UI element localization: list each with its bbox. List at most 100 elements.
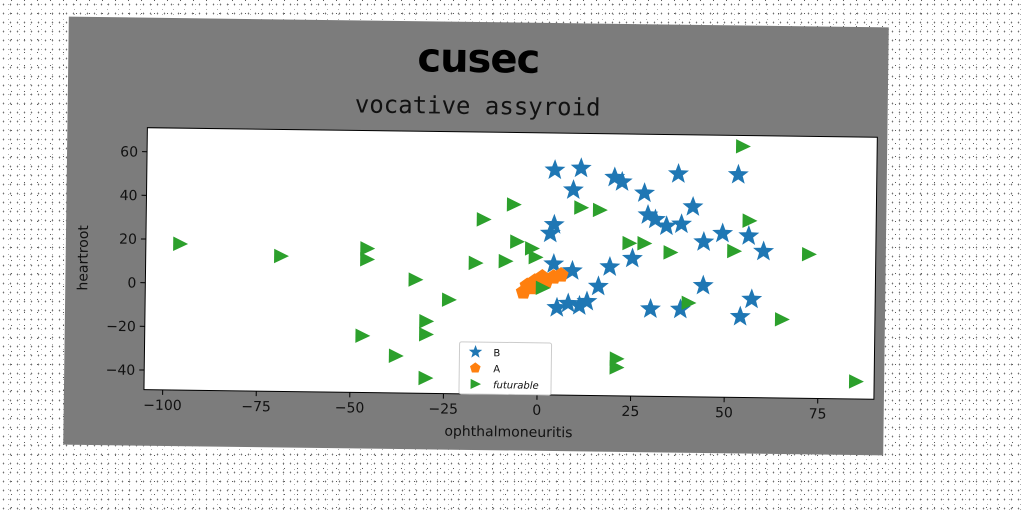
x-tick-label: −50 <box>335 400 365 416</box>
data-point <box>408 272 424 287</box>
data-point <box>656 215 677 236</box>
series-A <box>515 267 569 299</box>
x-axis-label: ophthalmoneuritis <box>444 424 572 442</box>
data-point <box>670 298 691 319</box>
data-point <box>535 280 551 296</box>
data-point <box>693 230 715 251</box>
data-point <box>774 312 790 327</box>
data-point <box>388 348 404 363</box>
data-point <box>360 241 376 256</box>
legend-label: B <box>493 348 500 359</box>
data-point <box>539 222 561 243</box>
data-point <box>671 213 693 234</box>
data-point <box>738 224 760 245</box>
y-tick-label: −40 <box>106 363 136 379</box>
data-point <box>570 157 592 178</box>
data-point <box>274 248 289 264</box>
data-point <box>360 252 376 267</box>
data-point <box>712 222 734 243</box>
data-point <box>441 292 457 307</box>
data-point <box>476 212 492 227</box>
data-point <box>562 179 584 200</box>
data-point <box>173 236 189 251</box>
data-point <box>355 328 371 343</box>
data-point <box>543 253 565 274</box>
legend-label: A <box>493 364 500 375</box>
x-tick-label: −25 <box>428 401 458 417</box>
data-point <box>510 234 526 249</box>
y-tick-label: −20 <box>106 319 136 335</box>
x-tick-label: 25 <box>621 404 639 420</box>
data-point <box>637 204 659 225</box>
data-point <box>622 235 638 251</box>
data-point <box>599 255 621 276</box>
legend-marker <box>469 362 481 373</box>
legend-label: futurable <box>493 380 539 392</box>
data-point <box>587 275 609 296</box>
data-point <box>682 195 704 216</box>
data-point <box>848 374 864 389</box>
legend-frame <box>458 341 553 396</box>
plot-area <box>143 127 878 400</box>
data-point <box>741 288 763 309</box>
data-point <box>801 246 817 262</box>
y-tick-label: 60 <box>120 144 138 160</box>
data-point <box>729 305 751 326</box>
data-point <box>468 255 484 271</box>
y-tick-label: 40 <box>120 188 138 204</box>
y-tick-label: 0 <box>127 275 136 291</box>
x-tick-label: 50 <box>715 405 733 421</box>
data-point <box>568 294 590 315</box>
data-point <box>609 360 625 375</box>
scatter-chart: −100 −75 −50 −25 0 25 50 75 −40 −20 0 20 40 60 ophtha… <box>75 127 878 442</box>
data-point <box>543 213 565 234</box>
data-point <box>576 290 598 311</box>
data-point <box>498 253 514 269</box>
data-point <box>546 296 568 317</box>
x-tick-label: 0 <box>532 403 541 419</box>
marks-layer <box>173 139 864 389</box>
axes-layer: −100 −75 −50 −25 0 25 50 75 −40 −20 0 20 40 60 <box>106 127 878 423</box>
data-point <box>727 243 743 259</box>
data-point <box>640 297 661 318</box>
data-point <box>419 327 434 342</box>
data-point <box>604 166 626 187</box>
data-point <box>418 370 434 386</box>
data-point <box>611 170 633 191</box>
y-axis-label: heartroot <box>75 225 92 291</box>
y-tick-label: 20 <box>119 232 137 248</box>
data-point <box>637 236 653 251</box>
data-point <box>692 274 714 295</box>
x-tick-label: −75 <box>241 399 271 415</box>
data-point <box>592 202 608 218</box>
data-point <box>544 159 566 180</box>
data-point <box>621 247 643 268</box>
data-point <box>557 292 579 313</box>
x-tick-label: −100 <box>143 398 182 415</box>
data-point <box>524 241 540 256</box>
data-point <box>553 267 569 282</box>
data-point <box>534 268 550 284</box>
data-point <box>681 295 697 311</box>
data-point <box>727 163 749 184</box>
legend-marker <box>468 345 483 358</box>
series-B <box>539 157 775 326</box>
data-point <box>663 245 679 260</box>
data-point <box>561 259 583 280</box>
data-point <box>634 182 656 203</box>
data-point <box>753 240 775 261</box>
data-point <box>419 313 435 329</box>
data-point <box>735 139 751 154</box>
series-futurable <box>173 139 864 389</box>
data-point <box>574 200 590 215</box>
legend-marker <box>470 378 482 389</box>
x-tick-label: 75 <box>809 406 827 422</box>
data-point <box>742 213 758 228</box>
data-point <box>667 162 689 183</box>
data-point <box>506 197 522 212</box>
data-point <box>644 208 666 229</box>
data-point <box>528 249 544 265</box>
figure-card: cusec vocative assyroid −100 −75 −50 −25 0 25… <box>63 16 889 456</box>
